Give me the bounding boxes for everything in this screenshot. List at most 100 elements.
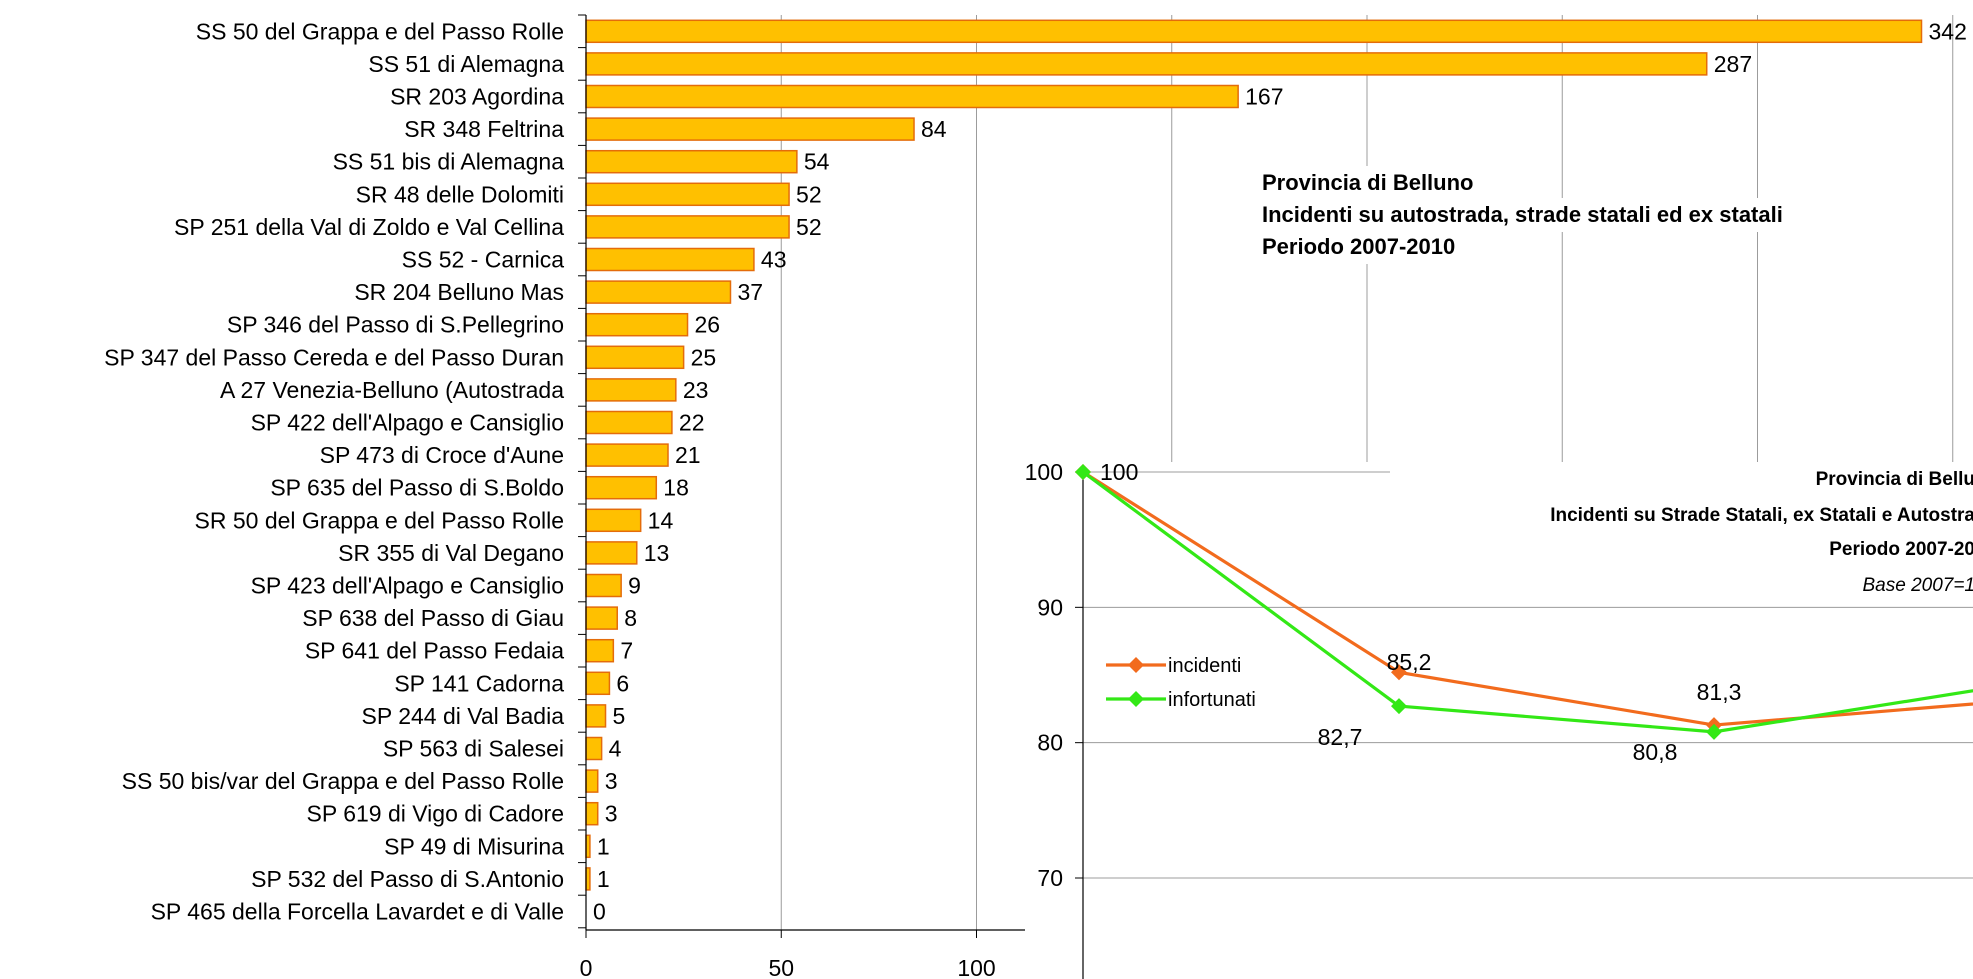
bar <box>585 704 607 728</box>
bar-value-label: 26 <box>695 312 721 338</box>
legend-label: incidenti <box>1168 655 1241 677</box>
line-y-tick-label: 70 <box>1037 865 1063 891</box>
bar <box>585 508 642 533</box>
line-y-tick-label: 80 <box>1037 730 1063 756</box>
bar-value-label: 52 <box>796 214 822 240</box>
bar-value-label: 9 <box>628 573 641 599</box>
line-subtitle: Base 2007=1 <box>1862 575 1973 596</box>
bar-category-label: SP 141 Cadorna <box>394 670 564 696</box>
bar <box>585 443 669 467</box>
bar-x-tick-label: 0 <box>580 955 593 979</box>
bar-value-label: 22 <box>679 410 705 436</box>
line-title-line: Provincia di Bellu <box>1816 469 1973 490</box>
series-marker-infortunati <box>1391 698 1407 715</box>
line-start-label: 100 <box>1100 459 1138 485</box>
line-chart-axes: 70 80 90 100 100 <box>1025 459 1138 979</box>
bar-category-label: SR 355 di Val Degano <box>338 540 564 566</box>
bar-category-label: SS 50 del Grappa e del Passo Rolle <box>196 18 564 44</box>
line-chart-title: Provincia di Bellu Incidenti su Strade St… <box>1550 469 1973 596</box>
bar-category-label: SR 50 del Grappa e del Passo Rolle <box>195 507 565 533</box>
bar-category-label: SP 346 del Passo di S.Pellegrino <box>227 312 564 338</box>
bar <box>585 182 790 207</box>
bar-chart-category-labels: SS 50 del Grappa e del Passo Rolle SS 51 … <box>104 18 564 924</box>
bar-category-label: SS 52 - Carnica <box>402 247 565 273</box>
bar-value-label: 14 <box>648 507 674 533</box>
bar-x-tick-label: 50 <box>768 955 794 979</box>
bar-x-tick-label: 100 <box>957 955 995 979</box>
series-marker-infortunati <box>1075 464 1091 480</box>
legend-label: infortunati <box>1168 689 1256 711</box>
bar <box>585 573 622 598</box>
bar <box>585 19 1923 44</box>
bar-value-label: 5 <box>613 703 626 729</box>
line-point-label: 81,3 <box>1697 679 1742 705</box>
bar-category-label: SP 423 dell'Alpago e Cansiglio <box>251 573 564 599</box>
bar-value-label: 84 <box>921 116 947 142</box>
bar-category-label: SS 51 di Alemagna <box>368 51 564 77</box>
line-chart-point-labels: 85,2 81,3 82,7 80,8 <box>1318 649 1742 765</box>
bar-category-label: SP 465 della Forcella Lavardet e di Vall… <box>151 899 564 925</box>
bar-value-label: 3 <box>605 768 618 794</box>
bar-value-label: 3 <box>605 801 618 827</box>
bar <box>585 541 638 565</box>
bar-category-label: SP 563 di Salesei <box>383 736 564 762</box>
bar-chart-bars <box>585 19 1923 891</box>
bar-category-label: SP 244 di Val Badia <box>362 703 565 729</box>
line-point-label: 80,8 <box>1633 739 1678 765</box>
bar <box>585 52 1708 76</box>
bar <box>585 671 611 696</box>
series-line-infortunati <box>1082 470 1973 734</box>
bar-category-label: SP 347 del Passo Cereda e del Passo Dura… <box>104 344 564 370</box>
bar-category-label: SS 50 bis/var del Grappa e del Passo Rol… <box>122 768 564 794</box>
line-chart-legend: incidenti infortunati <box>1106 655 1256 711</box>
bar <box>585 312 689 337</box>
bar <box>585 736 603 761</box>
line-y-tick-label: 90 <box>1037 594 1063 620</box>
bar-category-label: SP 473 di Croce d'Aune <box>320 442 564 468</box>
bar-value-label: 37 <box>737 279 763 305</box>
bar-chart-value-labels: 3422871678454525243372625232221181413987… <box>593 18 1967 924</box>
line-point-label: 85,2 <box>1387 649 1432 675</box>
bar-value-label: 52 <box>796 181 822 207</box>
bar-value-label: 6 <box>616 670 629 696</box>
bar-value-label: 167 <box>1245 84 1283 110</box>
bar-title-line: Provincia di Belluno <box>1262 170 1473 195</box>
series-marker-incidenti <box>1391 664 1407 681</box>
bar <box>585 606 618 630</box>
bar-value-label: 23 <box>683 377 709 403</box>
line-chart-panel <box>1035 462 1973 979</box>
bar <box>585 475 658 500</box>
bar-category-label: SR 204 Belluno Mas <box>354 279 564 305</box>
line-y-tick-label: 100 <box>1025 459 1063 485</box>
bar <box>585 638 615 663</box>
bar-value-label: 287 <box>1714 51 1752 77</box>
bar <box>585 117 915 141</box>
bar-title-line: Incidenti su autostrada, strade statali … <box>1262 202 1783 227</box>
line-point-label: 82,7 <box>1318 724 1363 750</box>
bar <box>585 215 790 239</box>
bar-category-label: SP 422 dell'Alpago e Cansiglio <box>251 410 564 436</box>
bar-title-bg <box>1255 198 1940 232</box>
bar-value-label: 21 <box>675 442 701 468</box>
bar <box>585 801 599 826</box>
bar-value-label: 8 <box>624 605 637 631</box>
bar-category-label: SP 641 del Passo Fedaia <box>305 638 564 664</box>
bar-value-label: 13 <box>644 540 670 566</box>
bar-title-line: Periodo 2007-2010 <box>1262 234 1455 259</box>
bar-value-label: 1 <box>597 866 610 892</box>
bar-value-label: 1 <box>597 833 610 859</box>
bar <box>585 410 673 435</box>
bar-value-label: 18 <box>663 475 689 501</box>
bar <box>585 280 732 304</box>
line-chart-series <box>1075 464 1973 740</box>
bar-category-label: SR 348 Feltrina <box>404 116 564 142</box>
bar-value-label: 25 <box>691 344 717 370</box>
legend-swatch-marker <box>1128 691 1144 707</box>
line-title-line: Incidenti su Strade Statali, ex Statali … <box>1550 505 1973 526</box>
bar <box>585 378 677 402</box>
bar-value-label: 0 <box>593 899 606 925</box>
bar-category-label: SP 635 del Passo di S.Boldo <box>270 475 564 501</box>
bar <box>585 247 755 272</box>
bar-value-label: 342 <box>1929 18 1967 44</box>
series-marker-infortunati <box>1706 723 1722 740</box>
